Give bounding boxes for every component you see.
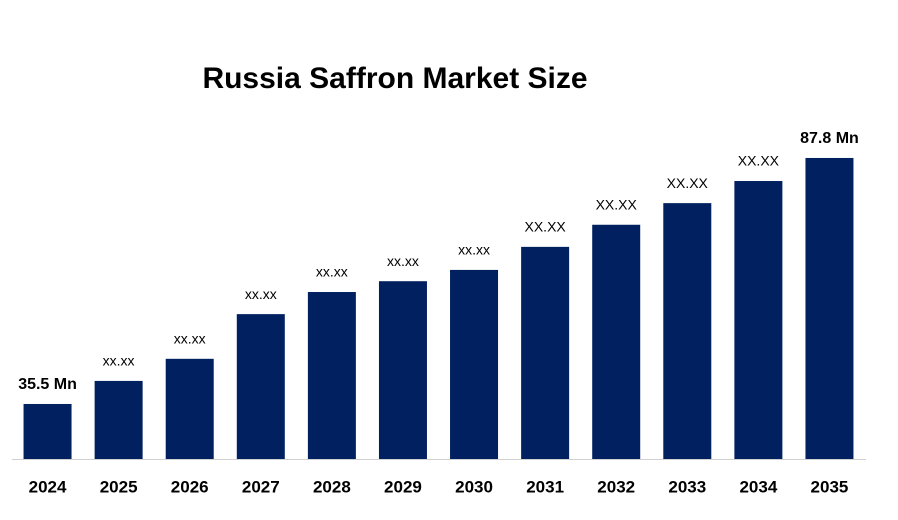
value-label: XX.XX xyxy=(596,196,638,212)
value-label: xx.xx xyxy=(245,286,277,302)
bar xyxy=(805,157,854,459)
bar xyxy=(592,224,641,459)
bar xyxy=(521,246,570,459)
value-label: 87.8 Mn xyxy=(800,130,859,147)
value-label: 35.5 Mn xyxy=(18,376,77,393)
x-tick-label: 2032 xyxy=(597,477,635,496)
x-tick-label: 2034 xyxy=(739,477,777,496)
value-label: xx.xx xyxy=(103,353,135,369)
x-tick-label: 2033 xyxy=(668,477,706,496)
bar xyxy=(23,403,72,459)
bar xyxy=(378,281,427,459)
bar xyxy=(165,358,214,459)
x-tick-label: 2030 xyxy=(455,477,493,496)
value-label: xx.xx xyxy=(174,331,206,347)
bar xyxy=(663,203,712,459)
bar xyxy=(94,380,143,459)
bar xyxy=(450,269,499,459)
chart-title: Russia Saffron Market Size xyxy=(202,62,587,95)
bar xyxy=(307,292,356,459)
x-tick-label: 2035 xyxy=(811,477,849,496)
bar xyxy=(236,314,285,459)
value-label: XX.XX xyxy=(667,175,709,191)
x-tick-label: 2024 xyxy=(29,477,67,496)
bar xyxy=(734,181,783,459)
value-label: XX.XX xyxy=(738,153,780,169)
x-tick-label: 2031 xyxy=(526,477,564,496)
value-label: xx.xx xyxy=(458,242,490,258)
x-tick-label: 2029 xyxy=(384,477,422,496)
value-label: xx.xx xyxy=(316,264,348,280)
value-label: xx.xx xyxy=(387,253,419,269)
value-label: XX.XX xyxy=(525,219,567,235)
x-tick-label: 2025 xyxy=(100,477,138,496)
x-tick-label: 2028 xyxy=(313,477,351,496)
x-tick-label: 2026 xyxy=(171,477,209,496)
x-tick-label: 2027 xyxy=(242,477,280,496)
